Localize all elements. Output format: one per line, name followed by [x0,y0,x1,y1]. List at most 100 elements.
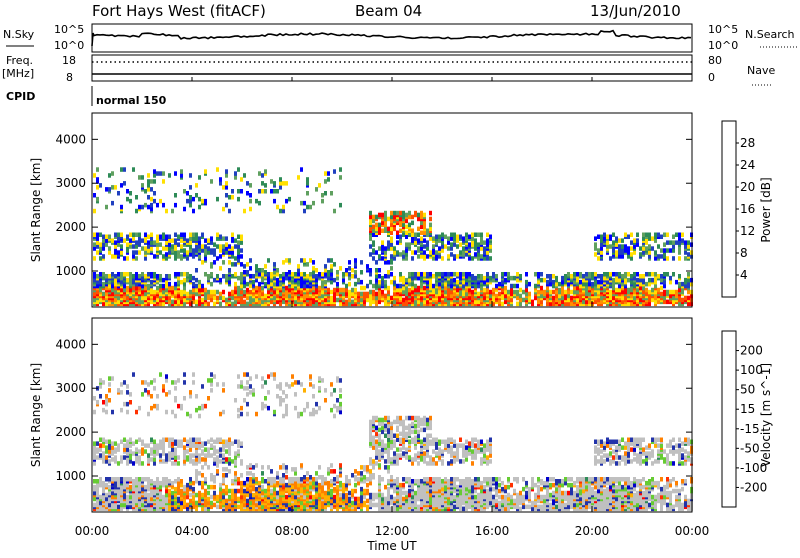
heatmap-cell [297,380,300,385]
heatmap-cell [111,254,114,259]
heatmap-cell [210,282,213,287]
heatmap-cell [204,493,207,498]
heatmap-cell [279,274,282,279]
heatmap-cell [177,378,180,383]
heatmap-cell [183,445,186,450]
heatmap-cell [399,217,402,222]
heatmap-cell [324,398,327,403]
heatmap-cell [624,288,627,293]
heatmap-cell [321,199,324,204]
heatmap-cell [573,272,576,277]
heatmap-cell [192,252,195,257]
heatmap-cell [237,290,240,295]
heatmap-cell [411,236,414,241]
power-heatmap-cells [93,167,693,306]
heatmap-cell [282,209,285,214]
heatmap-cell [96,250,99,255]
heatmap-cell [213,445,216,450]
heatmap-cell [402,215,405,220]
heatmap-cell [474,284,477,289]
heatmap-cell [270,282,273,287]
heatmap-cell [201,233,204,238]
heatmap-cell [636,233,639,238]
heatmap-cell [186,449,189,454]
heatmap-cell [300,501,303,506]
heatmap-cell [198,443,201,448]
freq-tick-top: 18 [62,54,76,67]
heatmap-cell [276,300,279,305]
heatmap-cell [306,177,309,182]
heatmap-cell [237,374,240,379]
heatmap-cell [99,447,102,452]
heatmap-cell [93,233,96,238]
heatmap-cell [249,183,252,188]
heatmap-cell [180,479,183,484]
heatmap-cell [294,380,297,385]
heatmap-cell [147,493,150,498]
heatmap-cell [339,302,342,307]
heatmap-cell [96,479,99,484]
heatmap-cell [234,440,237,445]
heatmap-cell [111,376,114,381]
heatmap-cell [273,282,276,287]
heatmap-cell [216,438,219,443]
heatmap-cell [270,477,273,482]
heatmap-cell [453,233,456,238]
heatmap-cell [264,489,267,494]
heatmap-cell [216,505,219,510]
heatmap-cell [105,238,108,243]
heatmap-cell [105,445,108,450]
heatmap-cell [372,473,375,478]
heatmap-cell [174,290,177,295]
heatmap-cell [225,491,228,496]
heatmap-cell [372,233,375,238]
heatmap-cell [240,412,243,417]
heatmap-cell [630,252,633,257]
heatmap-cell [378,231,381,236]
heatmap-cell [585,272,588,277]
heatmap-cell [432,248,435,253]
heatmap-cell [231,254,234,259]
heatmap-cell [240,507,243,512]
heatmap-cell [477,274,480,279]
heatmap-cell [198,244,201,249]
heatmap-cell [195,292,198,297]
heatmap-cell [456,235,459,240]
heatmap-cell [645,272,648,277]
heatmap-cell [150,447,153,452]
noise-tick-bottom-left: 10^0 [54,39,84,52]
heatmap-cell [159,171,162,176]
heatmap-cell [333,288,336,293]
heatmap-cell [177,250,180,255]
heatmap-cell [279,386,282,391]
heatmap-cell [309,495,312,500]
heatmap-cell [513,284,516,289]
heatmap-cell [651,236,654,241]
heatmap-cell [255,463,258,468]
heatmap-cell [303,209,306,214]
heatmap-cell [246,282,249,287]
heatmap-cell [222,274,225,279]
heatmap-cell [219,487,222,492]
heatmap-cell [189,457,192,462]
heatmap-cell [156,489,159,494]
heatmap-cell [474,238,477,243]
heatmap-cell [201,457,204,462]
heatmap-cell [162,179,165,184]
heatmap-cell [225,173,228,178]
heatmap-cell [507,290,510,295]
heatmap-cell [327,288,330,293]
heatmap-cell [99,246,102,251]
heatmap-cell [447,236,450,241]
heatmap-cell [330,268,333,273]
nave-tick-top: 80 [708,54,722,67]
heatmap-cell [261,376,264,381]
heatmap-cell [234,398,237,403]
heatmap-cell [600,250,603,255]
heatmap-cell [498,282,501,287]
heatmap-cell [597,256,600,261]
heatmap-cell [297,412,300,417]
heatmap-cell [237,443,240,448]
heatmap-cell [153,443,156,448]
